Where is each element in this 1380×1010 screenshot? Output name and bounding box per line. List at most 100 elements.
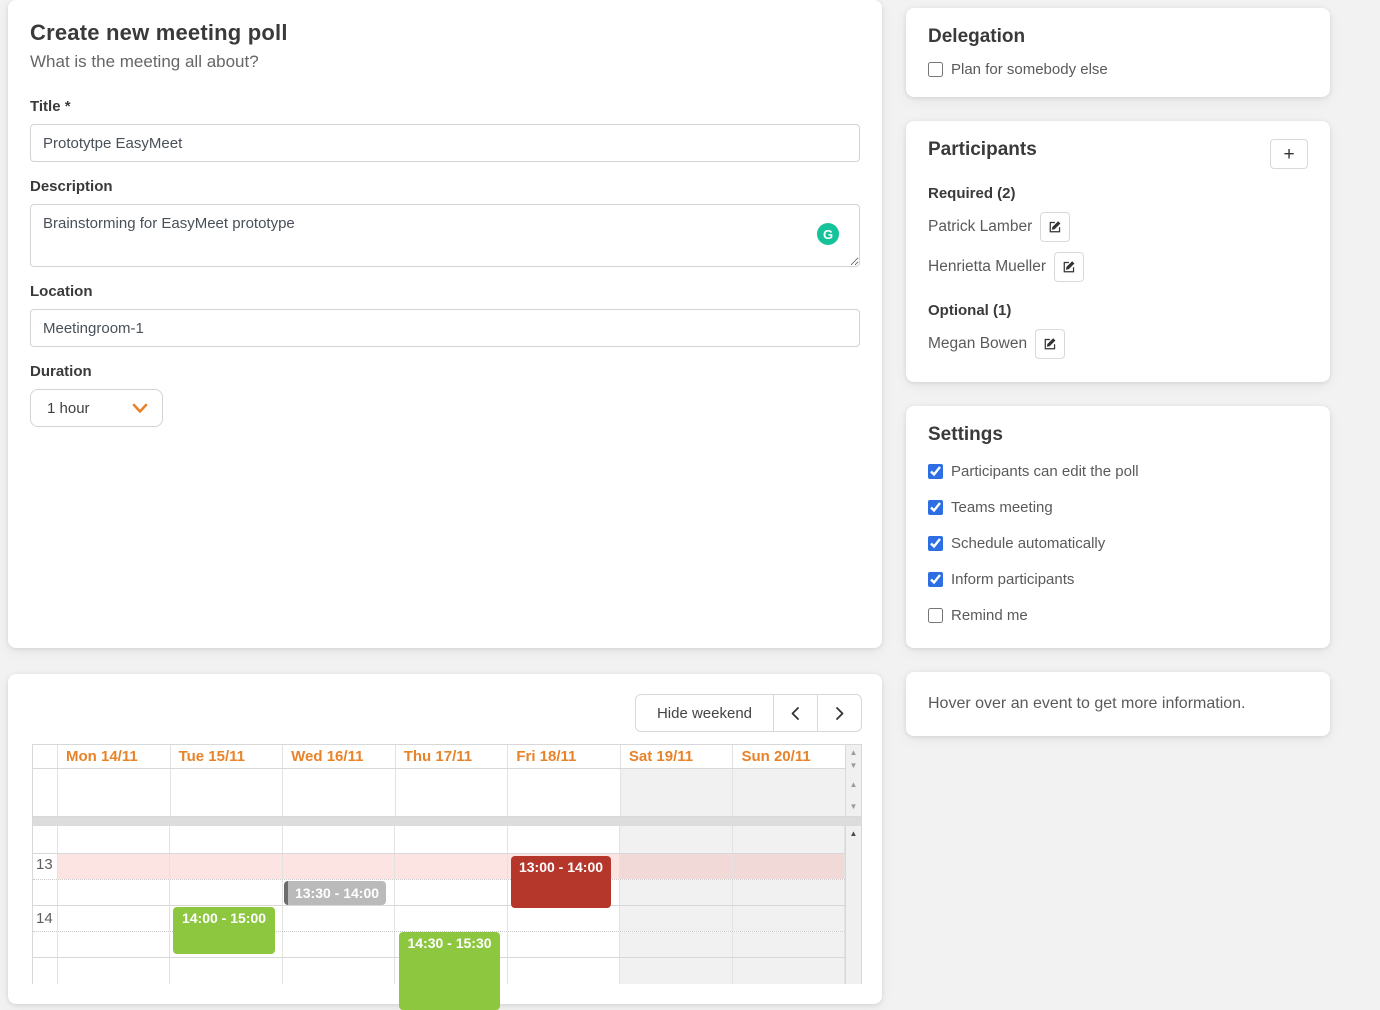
- time-slot-weekend[interactable]: [620, 958, 733, 984]
- scheduler: Mon 14/11 Tue 15/11 Wed 16/11 Thu 17/11 …: [32, 744, 862, 1010]
- remind-me-checkbox[interactable]: [928, 607, 943, 623]
- scroll-up-icon[interactable]: ▲: [849, 748, 858, 757]
- time-slot[interactable]: [395, 880, 508, 905]
- time-slot[interactable]: [283, 932, 396, 957]
- time-slot[interactable]: [508, 958, 621, 984]
- event-tentative[interactable]: 13:30 - 14:00: [284, 881, 386, 905]
- title-label: Title *: [30, 98, 71, 115]
- participant-row: Patrick Lamber: [928, 212, 1308, 242]
- time-slot[interactable]: [170, 958, 283, 984]
- all-day-cell-weekend[interactable]: [733, 769, 846, 816]
- all-day-cell-weekend[interactable]: [620, 769, 734, 816]
- hour-label-14: 14: [36, 910, 53, 927]
- title-input[interactable]: [30, 124, 860, 162]
- grid-scrollbar[interactable]: ▲: [845, 826, 861, 984]
- time-slot[interactable]: [283, 906, 396, 931]
- next-week-button[interactable]: [817, 694, 862, 732]
- grammarly-icon[interactable]: G: [817, 223, 839, 245]
- scroll-down-icon[interactable]: ▼: [849, 761, 858, 770]
- time-slot-highlighted[interactable]: [170, 854, 283, 879]
- add-participant-button[interactable]: +: [1270, 139, 1308, 169]
- setting-option[interactable]: Remind me: [928, 597, 1308, 633]
- time-slot[interactable]: [508, 906, 621, 931]
- time-slot[interactable]: [170, 906, 283, 931]
- time-slot-highlighted[interactable]: [282, 854, 396, 879]
- setting-option[interactable]: Schedule automatically: [928, 525, 1308, 561]
- time-slot-weekend[interactable]: [620, 906, 733, 931]
- time-slot[interactable]: [395, 932, 508, 957]
- all-day-cell[interactable]: [58, 769, 171, 816]
- time-slot-highlighted-weekend[interactable]: [620, 854, 733, 879]
- time-slot-highlighted[interactable]: [58, 854, 171, 879]
- allday-scrollbar[interactable]: ▲ ▼ ▲ ▼: [845, 745, 861, 816]
- time-slot-weekend[interactable]: [620, 880, 733, 905]
- time-slot[interactable]: [58, 826, 171, 853]
- previous-week-button[interactable]: [773, 694, 818, 732]
- event-free[interactable]: 14:30 - 15:30: [399, 932, 500, 1010]
- scroll-down-icon[interactable]: ▼: [849, 802, 858, 811]
- time-slot[interactable]: [58, 932, 171, 957]
- edit-participant-button[interactable]: [1040, 212, 1071, 242]
- all-day-cell[interactable]: [508, 769, 621, 816]
- all-day-row: [33, 769, 861, 816]
- edit-participant-button[interactable]: [1035, 329, 1066, 359]
- time-slot[interactable]: [170, 826, 283, 853]
- scroll-up-icon[interactable]: ▲: [849, 829, 858, 838]
- hint-text: Hover over an event to get more informat…: [928, 695, 1246, 712]
- time-slot-weekend[interactable]: [732, 880, 845, 905]
- setting-option[interactable]: Teams meeting: [928, 489, 1308, 525]
- time-gutter: [33, 745, 58, 768]
- chevron-down-icon: [132, 403, 148, 414]
- time-slot-highlighted[interactable]: [395, 854, 508, 879]
- all-day-cell[interactable]: [283, 769, 396, 816]
- day-header-row: Mon 14/11 Tue 15/11 Wed 16/11 Thu 17/11 …: [33, 745, 861, 769]
- participants-can-edit-checkbox[interactable]: [928, 463, 943, 479]
- time-slot-highlighted-weekend[interactable]: [732, 854, 845, 879]
- duration-select[interactable]: 1 hour: [30, 389, 163, 427]
- hint-card: Hover over an event to get more informat…: [906, 672, 1330, 736]
- edit-participant-button[interactable]: [1054, 252, 1085, 282]
- time-slot[interactable]: [508, 932, 621, 957]
- time-slot[interactable]: [170, 880, 283, 905]
- time-slot[interactable]: [58, 880, 171, 905]
- time-slot-weekend[interactable]: [732, 958, 845, 984]
- setting-option[interactable]: Participants can edit the poll: [928, 453, 1308, 489]
- settings-card: Settings Participants can edit the poll …: [906, 406, 1330, 648]
- plan-for-somebody-else-option[interactable]: Plan for somebody else: [928, 61, 1308, 78]
- description-input[interactable]: Brainstorming for EasyMeet prototype: [30, 204, 860, 267]
- delegation-card: Delegation Plan for somebody else: [906, 8, 1330, 97]
- event-free[interactable]: 14:00 - 15:00: [173, 907, 275, 954]
- all-day-cell[interactable]: [396, 769, 509, 816]
- schedule-automatically-checkbox[interactable]: [928, 535, 943, 551]
- inform-participants-checkbox[interactable]: [928, 571, 943, 587]
- suggested-slot-band: [33, 854, 861, 880]
- time-slot[interactable]: [508, 880, 621, 905]
- location-input[interactable]: [30, 309, 860, 347]
- participant-row: Megan Bowen: [928, 329, 1308, 359]
- time-slot-weekend[interactable]: [620, 826, 733, 853]
- hide-weekend-button[interactable]: Hide weekend: [634, 694, 774, 732]
- time-slot[interactable]: [283, 826, 396, 853]
- event-busy[interactable]: 13:00 - 14:00: [511, 856, 611, 908]
- participant-name: Patrick Lamber: [928, 218, 1033, 235]
- time-slot[interactable]: [283, 880, 396, 905]
- participant-name: Megan Bowen: [928, 335, 1028, 352]
- participant-name: Henrietta Mueller: [928, 258, 1047, 275]
- time-slot[interactable]: [395, 906, 508, 931]
- time-slot-weekend[interactable]: [620, 932, 733, 957]
- time-slot-weekend[interactable]: [732, 906, 845, 931]
- scroll-up-icon[interactable]: ▲: [849, 780, 858, 789]
- time-slot[interactable]: [283, 958, 396, 984]
- time-gutter: [33, 769, 58, 816]
- all-day-cell[interactable]: [171, 769, 284, 816]
- time-slot[interactable]: [58, 906, 171, 931]
- teams-meeting-checkbox[interactable]: [928, 499, 943, 515]
- time-slot-weekend[interactable]: [732, 826, 845, 853]
- time-slot[interactable]: [58, 958, 171, 984]
- plan-for-somebody-else-checkbox[interactable]: [928, 62, 943, 77]
- time-slot[interactable]: [170, 932, 283, 957]
- setting-option[interactable]: Inform participants: [928, 561, 1308, 597]
- time-slot[interactable]: [395, 826, 508, 853]
- time-slot-weekend[interactable]: [732, 932, 845, 957]
- time-slot[interactable]: [508, 826, 621, 853]
